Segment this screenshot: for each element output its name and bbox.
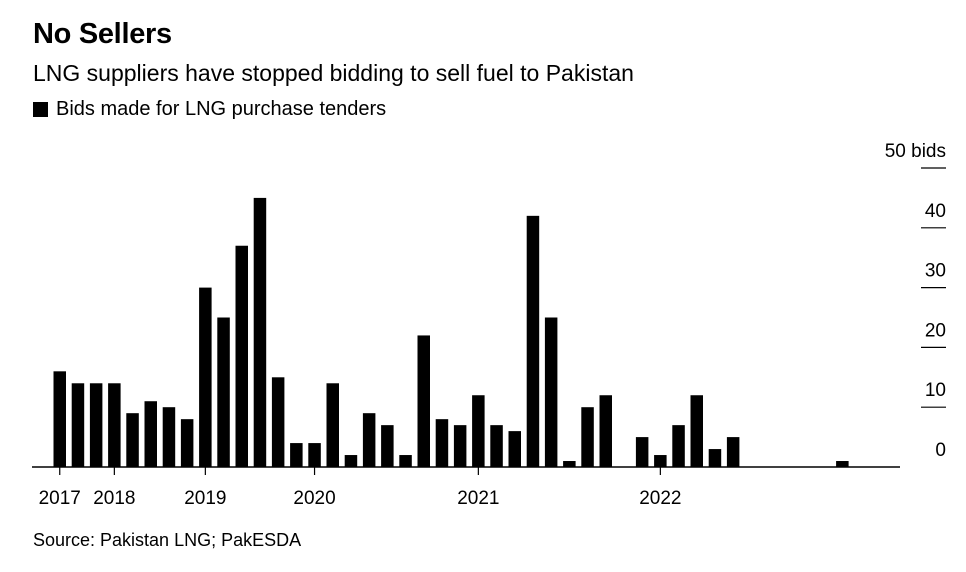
bar xyxy=(599,395,612,467)
x-tick-label: 2022 xyxy=(639,488,681,509)
bar xyxy=(399,455,412,467)
bar xyxy=(344,455,358,467)
bar xyxy=(199,287,212,467)
chart-title: No Sellers xyxy=(33,18,172,50)
bar xyxy=(726,437,740,467)
bar xyxy=(326,383,339,467)
y-tick-label: 30 xyxy=(925,261,946,282)
x-tick-label: 2021 xyxy=(457,488,499,509)
bar xyxy=(581,407,594,467)
legend-swatch xyxy=(33,102,48,117)
bar xyxy=(71,383,85,467)
bar xyxy=(108,383,121,467)
source-note: Source: Pakistan LNG; PakESDA xyxy=(33,530,302,550)
bar xyxy=(672,425,685,467)
bar xyxy=(235,245,248,467)
bar xyxy=(89,383,103,467)
bar xyxy=(308,443,321,467)
bar xyxy=(563,461,576,467)
bar xyxy=(490,425,503,467)
bar xyxy=(290,443,303,467)
x-tick-label: 2019 xyxy=(184,488,226,509)
y-tick-label: 0 xyxy=(935,440,946,461)
y-tick-label: 50 bids xyxy=(885,141,946,162)
y-tick-label: 10 xyxy=(925,380,946,401)
bar xyxy=(162,407,176,467)
bar xyxy=(472,395,485,467)
x-tick-label: 2018 xyxy=(93,488,135,509)
bar xyxy=(508,431,521,467)
legend-label: Bids made for LNG purchase tenders xyxy=(56,98,387,120)
x-tick-label: 2017 xyxy=(39,488,81,509)
bar xyxy=(381,425,394,467)
bar xyxy=(690,395,703,467)
bar xyxy=(453,425,467,467)
bar xyxy=(271,377,285,467)
bar xyxy=(217,317,230,467)
bar xyxy=(526,215,540,467)
bar xyxy=(708,449,722,467)
bar xyxy=(435,419,449,467)
bar xyxy=(126,413,139,467)
bar xyxy=(836,461,849,467)
bar xyxy=(144,401,157,467)
y-tick-label: 20 xyxy=(925,320,946,341)
bar xyxy=(180,419,194,467)
bar xyxy=(362,413,376,467)
legend: Bids made for LNG purchase tenders xyxy=(33,98,386,121)
bar xyxy=(635,437,649,467)
chart-subtitle: LNG suppliers have stopped bidding to se… xyxy=(33,60,634,86)
y-tick-label: 40 xyxy=(925,201,946,222)
bar xyxy=(253,197,267,467)
bar xyxy=(53,371,66,467)
bar xyxy=(654,455,667,467)
x-tick-label: 2020 xyxy=(293,488,335,509)
bar xyxy=(544,317,558,467)
bar xyxy=(417,335,430,467)
